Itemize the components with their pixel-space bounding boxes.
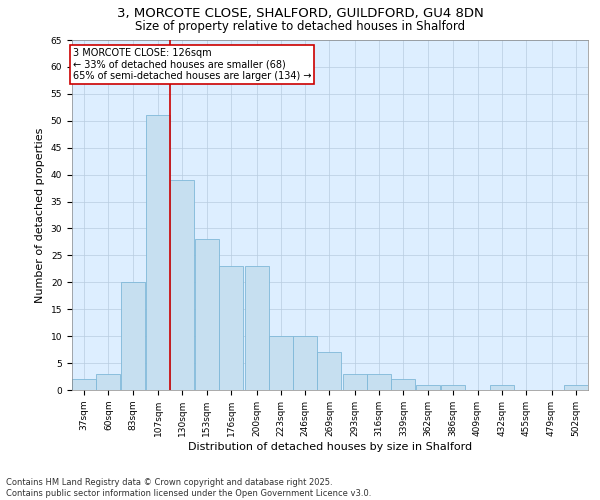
Bar: [170, 180, 194, 390]
Bar: [72, 379, 96, 390]
Bar: [367, 374, 391, 390]
Text: Size of property relative to detached houses in Shalford: Size of property relative to detached ho…: [135, 20, 465, 33]
Bar: [219, 266, 243, 390]
Bar: [195, 239, 219, 390]
Bar: [97, 374, 121, 390]
Bar: [146, 116, 170, 390]
Bar: [245, 266, 269, 390]
Bar: [391, 379, 415, 390]
Text: 3, MORCOTE CLOSE, SHALFORD, GUILDFORD, GU4 8DN: 3, MORCOTE CLOSE, SHALFORD, GUILDFORD, G…: [116, 8, 484, 20]
Text: Contains HM Land Registry data © Crown copyright and database right 2025.
Contai: Contains HM Land Registry data © Crown c…: [6, 478, 371, 498]
Bar: [490, 384, 514, 390]
Text: 3 MORCOTE CLOSE: 126sqm
← 33% of detached houses are smaller (68)
65% of semi-de: 3 MORCOTE CLOSE: 126sqm ← 33% of detache…: [73, 48, 311, 82]
Bar: [121, 282, 145, 390]
Y-axis label: Number of detached properties: Number of detached properties: [35, 128, 45, 302]
Bar: [564, 384, 588, 390]
Bar: [293, 336, 317, 390]
Bar: [416, 384, 440, 390]
Bar: [343, 374, 367, 390]
Bar: [441, 384, 465, 390]
Bar: [317, 352, 341, 390]
X-axis label: Distribution of detached houses by size in Shalford: Distribution of detached houses by size …: [188, 442, 472, 452]
Bar: [269, 336, 293, 390]
